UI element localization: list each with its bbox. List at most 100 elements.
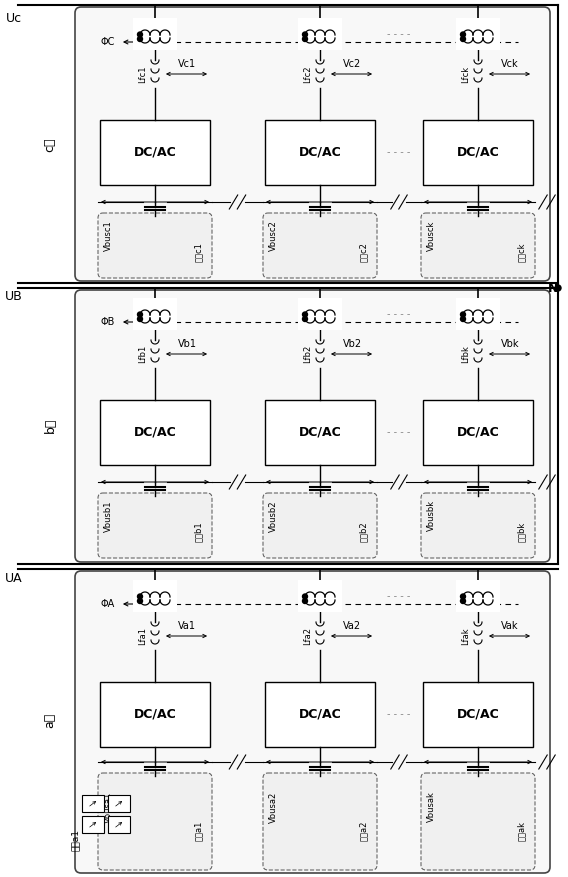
- Bar: [82, 816, 104, 833]
- Text: Vc1: Vc1: [178, 59, 196, 69]
- FancyBboxPatch shape: [263, 773, 377, 870]
- Bar: [298, 298, 342, 330]
- Text: Lfc2: Lfc2: [303, 65, 312, 82]
- Text: Uc: Uc: [6, 11, 22, 25]
- Text: DC/AC: DC/AC: [133, 425, 177, 438]
- Text: - - - -: - - - -: [387, 29, 411, 39]
- Circle shape: [137, 32, 143, 37]
- Bar: [423, 400, 533, 465]
- Text: DC/AC: DC/AC: [299, 708, 341, 721]
- Circle shape: [461, 594, 466, 599]
- Text: Lfc1: Lfc1: [139, 65, 148, 82]
- Text: DC/AC: DC/AC: [457, 708, 499, 721]
- Bar: [100, 400, 210, 465]
- Circle shape: [137, 30, 143, 34]
- Text: b相: b相: [44, 417, 56, 432]
- Circle shape: [137, 317, 143, 322]
- Text: Vbusc2: Vbusc2: [269, 220, 278, 251]
- Circle shape: [303, 37, 307, 41]
- Circle shape: [303, 594, 307, 599]
- Text: Vb2: Vb2: [343, 339, 362, 349]
- Text: UA: UA: [5, 572, 23, 584]
- Circle shape: [137, 37, 143, 41]
- Text: Vc2: Vc2: [343, 59, 361, 69]
- FancyBboxPatch shape: [421, 213, 535, 278]
- Circle shape: [303, 41, 307, 46]
- Text: DC/AC: DC/AC: [299, 146, 341, 159]
- Circle shape: [137, 312, 143, 317]
- Text: Vbusc1: Vbusc1: [104, 220, 113, 251]
- Bar: [100, 120, 210, 185]
- Text: N: N: [548, 282, 558, 295]
- Text: 母线b1: 母线b1: [194, 522, 203, 542]
- FancyBboxPatch shape: [75, 7, 550, 281]
- Circle shape: [303, 32, 307, 37]
- Text: Vbusb1: Vbusb1: [104, 500, 113, 531]
- Circle shape: [461, 30, 466, 34]
- Text: Lfa1: Lfa1: [139, 627, 148, 645]
- Text: ΦB: ΦB: [101, 317, 115, 327]
- Text: 母线a1: 母线a1: [194, 821, 203, 841]
- Text: UB: UB: [5, 290, 23, 303]
- Bar: [82, 795, 104, 812]
- Text: - - - -: - - - -: [387, 309, 411, 319]
- Circle shape: [461, 32, 466, 37]
- Text: a相: a相: [44, 712, 56, 728]
- Circle shape: [461, 603, 466, 609]
- Text: Lfb1: Lfb1: [139, 345, 148, 363]
- Text: Vbusck: Vbusck: [427, 220, 436, 251]
- Bar: [108, 795, 130, 812]
- FancyBboxPatch shape: [75, 571, 550, 873]
- Text: Va2: Va2: [343, 621, 361, 631]
- Bar: [456, 298, 500, 330]
- FancyBboxPatch shape: [98, 773, 212, 870]
- Bar: [265, 400, 375, 465]
- Text: Vbusa1: Vbusa1: [104, 791, 113, 823]
- Text: 母线c1: 母线c1: [194, 242, 203, 262]
- Text: c相: c相: [44, 138, 56, 153]
- Bar: [133, 298, 177, 330]
- Text: Lfbk: Lfbk: [461, 345, 470, 363]
- Text: Vb1: Vb1: [177, 339, 197, 349]
- Text: Vbusb2: Vbusb2: [269, 500, 278, 531]
- Text: - - - -: - - - -: [387, 591, 411, 601]
- Bar: [423, 120, 533, 185]
- Circle shape: [137, 322, 143, 326]
- Bar: [100, 682, 210, 747]
- Circle shape: [303, 312, 307, 317]
- FancyBboxPatch shape: [421, 773, 535, 870]
- Text: 母线a2: 母线a2: [358, 821, 367, 841]
- FancyBboxPatch shape: [263, 213, 377, 278]
- Text: Vbusbk: Vbusbk: [427, 500, 436, 531]
- Text: - - - -: - - - -: [387, 147, 411, 157]
- Circle shape: [303, 591, 307, 596]
- Text: Lfb2: Lfb2: [303, 345, 312, 363]
- Bar: [133, 580, 177, 612]
- Text: ΦC: ΦC: [101, 37, 115, 47]
- Circle shape: [137, 591, 143, 596]
- Circle shape: [461, 37, 466, 41]
- Circle shape: [303, 317, 307, 322]
- FancyBboxPatch shape: [98, 493, 212, 558]
- Bar: [423, 682, 533, 747]
- Circle shape: [303, 322, 307, 326]
- Bar: [265, 682, 375, 747]
- Circle shape: [137, 603, 143, 609]
- Text: Vak: Vak: [501, 621, 519, 631]
- Text: ΦA: ΦA: [101, 599, 115, 609]
- Bar: [456, 18, 500, 50]
- Text: Vbusak: Vbusak: [427, 792, 436, 823]
- Circle shape: [461, 591, 466, 596]
- FancyBboxPatch shape: [75, 290, 550, 562]
- FancyBboxPatch shape: [98, 213, 212, 278]
- Text: - - - -: - - - -: [387, 709, 411, 719]
- Circle shape: [555, 285, 561, 291]
- Text: Vbk: Vbk: [501, 339, 519, 349]
- Text: Lfak: Lfak: [461, 627, 470, 645]
- Text: 母线a1: 母线a1: [70, 829, 80, 851]
- Text: DC/AC: DC/AC: [457, 146, 499, 159]
- Text: 母线ck: 母线ck: [516, 242, 525, 261]
- Circle shape: [137, 598, 143, 603]
- Text: Va1: Va1: [178, 621, 196, 631]
- Circle shape: [137, 594, 143, 599]
